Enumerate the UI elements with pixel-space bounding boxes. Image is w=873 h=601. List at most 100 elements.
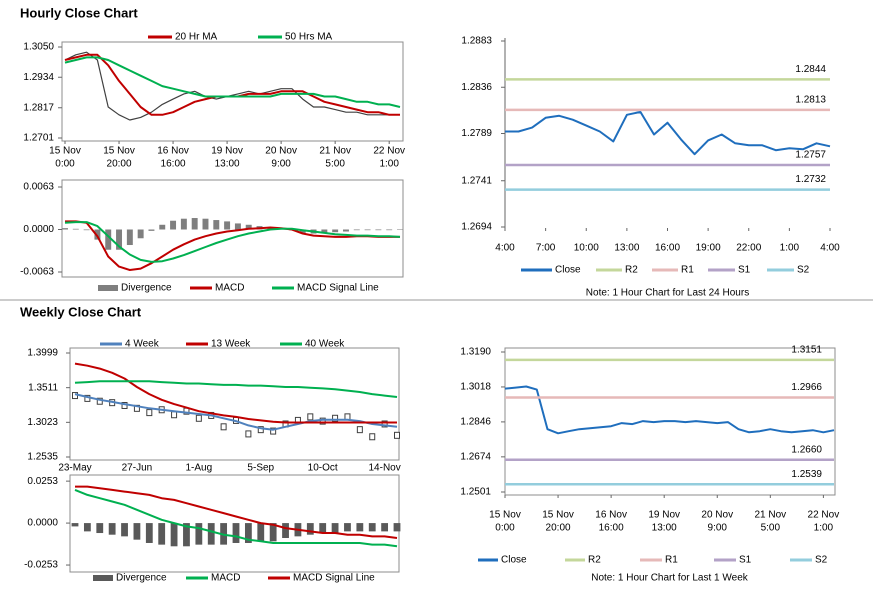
level-label: 1.2966 — [791, 382, 822, 393]
series-line — [74, 393, 398, 431]
x-tick-label: 10-Oct — [308, 463, 338, 474]
x-tick-label: 7:00 — [536, 243, 556, 254]
divergence-bar — [269, 523, 277, 542]
legend-swatch — [98, 285, 118, 291]
x-tick-label: 14-Nov — [368, 463, 400, 474]
x-tick-label: 5-Sep — [247, 463, 274, 474]
candle — [171, 411, 178, 419]
divergence-bar — [145, 523, 153, 543]
x-tick-label: 22 Nov — [808, 510, 840, 521]
chart-note: Note: 1 Hour Chart for Last 24 Hours — [586, 288, 749, 299]
x-tick-label: 5:00 — [761, 523, 781, 534]
legend-label: MACD — [211, 573, 240, 584]
y-tick-label: 1.2817 — [23, 102, 54, 113]
candle — [369, 433, 376, 441]
divergence-bar — [386, 229, 393, 231]
divergence-bar — [158, 523, 166, 545]
y-tick-label: 1.3999 — [27, 348, 58, 359]
divergence-bar — [148, 229, 155, 231]
divergence-bar — [257, 523, 265, 542]
divergence-bar — [344, 523, 351, 532]
divergence-bar — [245, 224, 252, 230]
x-tick-label: 13:00 — [652, 523, 677, 534]
level-label: 1.2539 — [791, 469, 822, 480]
level-label: 1.2757 — [795, 150, 826, 161]
x-tick-label: 16 Nov — [157, 146, 189, 157]
legend-label: S2 — [797, 265, 810, 276]
legend-label: 50 Hrs MA — [285, 32, 333, 43]
legend-label: Divergence — [116, 573, 167, 584]
x-tick-label: 4:00 — [820, 243, 840, 254]
x-tick-label: 20 Nov — [265, 146, 297, 157]
divergence-bar — [393, 523, 401, 532]
divergence-bar — [121, 523, 128, 537]
divergence-bar — [356, 523, 364, 532]
x-tick-label: 5:00 — [325, 159, 345, 170]
x-tick-label: 13:00 — [614, 243, 639, 254]
divergence-bar — [105, 229, 112, 250]
candle — [332, 414, 339, 422]
divergence-bar — [180, 218, 187, 230]
divergence-bar — [364, 229, 371, 231]
x-tick-label: 15 Nov — [49, 146, 81, 157]
divergence-bar — [202, 218, 209, 230]
divergence-bar — [381, 523, 389, 532]
legend-label: MACD — [215, 283, 244, 294]
series-line — [65, 220, 400, 271]
y-tick-label: 0.0253 — [27, 476, 58, 487]
divergence-bar — [282, 523, 289, 539]
x-tick-label: 4:00 — [495, 243, 515, 254]
y-tick-label: 1.2535 — [27, 452, 58, 463]
level-label: 1.2813 — [795, 95, 826, 106]
y-tick-label: 1.2846 — [460, 417, 491, 428]
y-tick-label: 1.2501 — [460, 487, 491, 498]
x-tick-label: 9:00 — [271, 159, 291, 170]
y-tick-label: 1.2883 — [461, 36, 492, 47]
y-tick-label: 1.2694 — [461, 222, 492, 233]
plot-frame — [61, 179, 404, 278]
candle — [96, 397, 103, 405]
candle — [394, 431, 400, 439]
x-tick-label: 20:00 — [107, 159, 132, 170]
legend-label: 40 Week — [305, 339, 345, 350]
candle — [356, 426, 363, 434]
section-title: Hourly Close Chart — [20, 5, 138, 20]
x-tick-label: 15 Nov — [542, 510, 574, 521]
divergence-bar — [321, 229, 328, 233]
level-label: 1.2844 — [795, 64, 826, 75]
x-tick-label: 16:00 — [655, 243, 680, 254]
y-tick-label: 1.3018 — [460, 382, 491, 393]
x-tick-label: 19:00 — [696, 243, 721, 254]
candle — [146, 409, 153, 417]
y-tick-label: 1.2836 — [461, 82, 492, 93]
level-label: 1.2732 — [795, 174, 826, 185]
y-tick-label: 1.2701 — [23, 133, 54, 144]
legend-label: 13 Week — [211, 339, 251, 350]
legend-label: R1 — [681, 265, 694, 276]
x-tick-label: 9:00 — [708, 523, 728, 534]
x-tick-label: 27-Jun — [122, 463, 153, 474]
legend-label: R2 — [625, 265, 638, 276]
candle — [257, 426, 264, 434]
plot-frame — [61, 41, 404, 142]
candle — [72, 392, 78, 400]
x-tick-label: 22 Nov — [373, 146, 405, 157]
candle — [381, 420, 388, 428]
x-tick-label: 0:00 — [495, 523, 515, 534]
y-tick-label: -0.0063 — [20, 267, 54, 278]
divergence-bar — [126, 229, 133, 246]
x-tick-label: 1:00 — [780, 243, 800, 254]
divergence-bar — [232, 523, 240, 543]
candle — [270, 427, 277, 435]
divergence-bar — [195, 523, 203, 545]
y-tick-label: 1.2674 — [460, 451, 491, 462]
divergence-bar — [342, 229, 349, 232]
divergence-bar — [83, 229, 90, 231]
x-tick-label: 19 Nov — [211, 146, 243, 157]
divergence-bar — [331, 523, 339, 534]
divergence-bar — [116, 229, 123, 250]
divergence-bar — [94, 229, 101, 240]
plot-frame — [69, 347, 400, 461]
series-line — [505, 110, 831, 156]
y-tick-label: 1.2789 — [461, 128, 492, 139]
